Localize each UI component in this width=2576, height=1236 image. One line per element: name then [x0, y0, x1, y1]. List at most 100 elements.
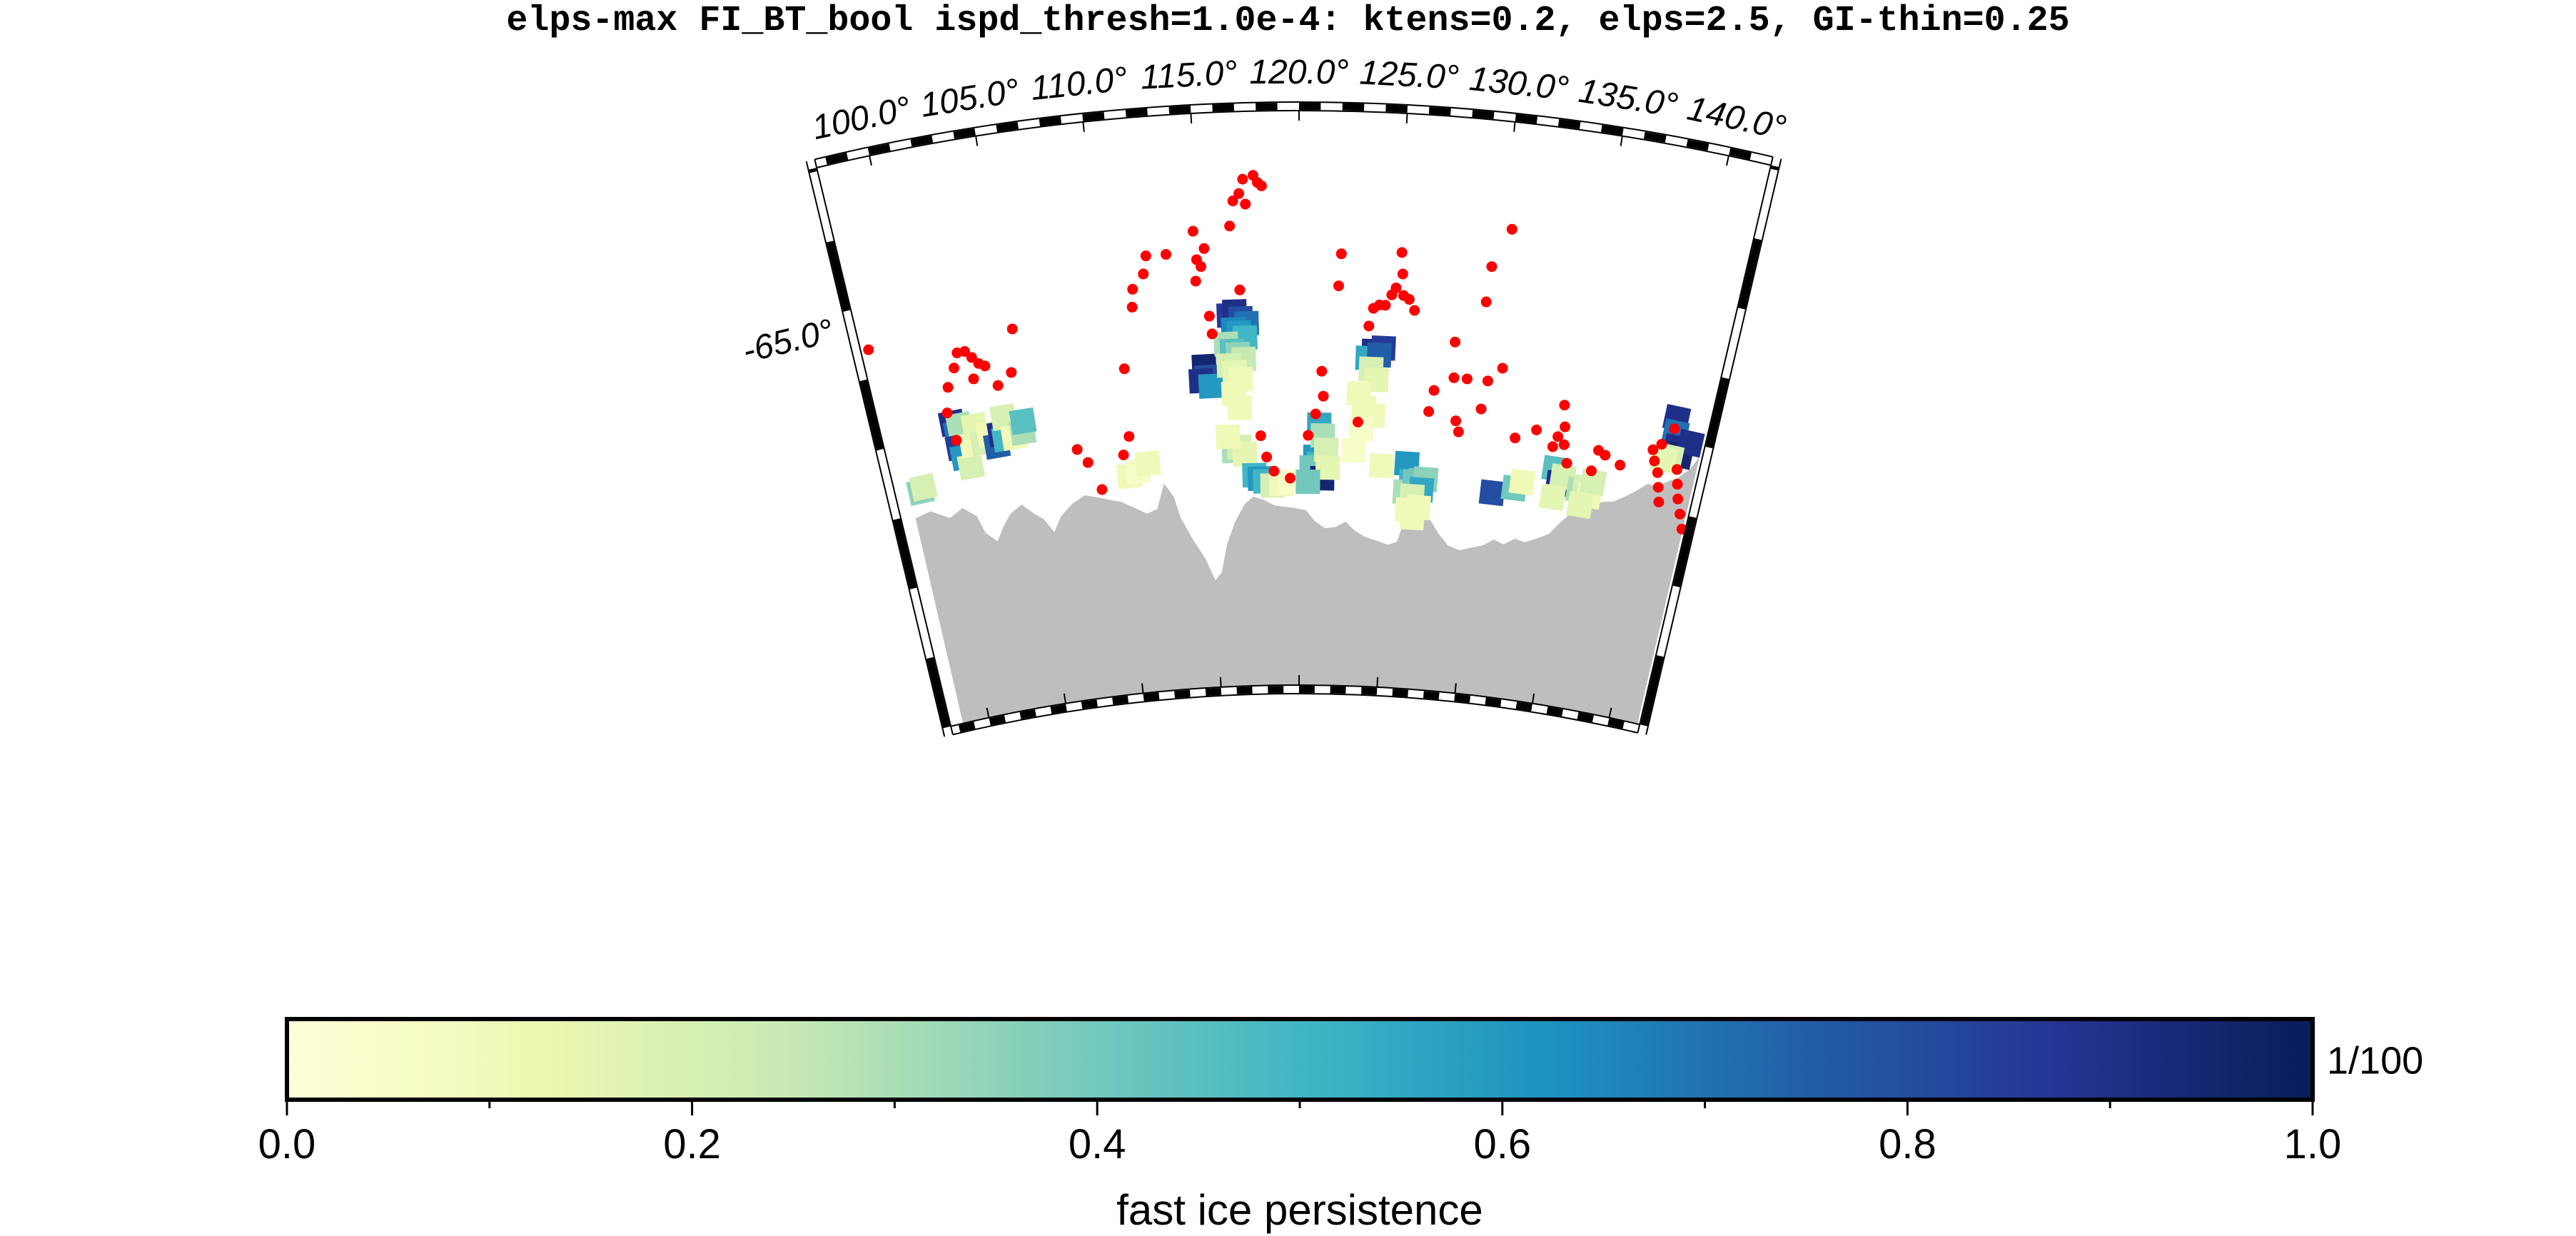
observation-point — [1196, 261, 1207, 273]
ice-cell — [909, 472, 938, 502]
observation-point — [1450, 336, 1461, 348]
longitude-label: 115.0° — [1140, 54, 1238, 97]
observation-point — [1006, 367, 1017, 378]
ice-cell — [1198, 373, 1224, 399]
observation-point — [1506, 223, 1517, 235]
observation-point — [1310, 408, 1321, 420]
observation-point — [968, 373, 979, 385]
observation-point — [1397, 268, 1408, 280]
observation-point — [1600, 450, 1611, 461]
ice-cell — [1215, 424, 1241, 450]
observation-point — [1652, 467, 1663, 478]
observation-point — [1096, 484, 1108, 495]
longitude-label: 135.0° — [1576, 72, 1680, 125]
observation-point — [1450, 415, 1462, 427]
observation-point — [1227, 196, 1238, 207]
fast-ice-cells — [906, 298, 1705, 531]
observation-point — [1482, 375, 1493, 387]
observation-point — [1303, 430, 1314, 441]
observation-point — [1224, 221, 1236, 232]
observation-point — [1547, 441, 1558, 452]
observation-point — [1240, 198, 1251, 210]
observation-point — [1233, 188, 1245, 199]
observation-point — [1187, 226, 1198, 237]
longitude-label: 105.0° — [918, 72, 1022, 125]
longitude-label: 140.0° — [1684, 90, 1789, 148]
observation-point — [1352, 416, 1363, 427]
observation-point — [1333, 280, 1344, 292]
observation-point — [1256, 180, 1267, 191]
observation-point — [1268, 465, 1280, 477]
observation-point — [1675, 508, 1686, 520]
ice-cell — [956, 452, 986, 481]
colorbar-tick-label: 0.6 — [1473, 1121, 1531, 1167]
observation-point — [1423, 406, 1435, 417]
longitude-label: 100.0° — [809, 90, 914, 148]
observation-point — [1161, 248, 1172, 260]
ice-cell — [1368, 452, 1395, 479]
observation-point — [1403, 294, 1415, 305]
colorbar-tick-label: 0.0 — [258, 1121, 316, 1167]
observation-point — [1652, 482, 1664, 493]
observation-point — [979, 360, 991, 372]
observation-point — [1140, 250, 1151, 262]
ice-cell — [1227, 395, 1253, 420]
observation-point — [992, 380, 1004, 391]
observation-point — [1390, 282, 1402, 293]
colorbar-tick-label: 0.8 — [1879, 1121, 1936, 1167]
map-title: elps-max FI_BT_bool ispd_thresh=1.0e-4: … — [506, 1, 2070, 41]
observation-point — [1672, 479, 1683, 490]
observation-point — [1261, 451, 1273, 462]
observation-point — [1190, 275, 1201, 287]
observation-point — [1649, 455, 1660, 467]
colorbar-unit-label: 1/100 — [2327, 1040, 2423, 1083]
observation-point — [1531, 425, 1542, 436]
ice-cell — [1405, 494, 1432, 521]
observation-point — [863, 344, 874, 355]
observation-point — [1671, 464, 1682, 475]
colorbar-gradient — [285, 1017, 2315, 1102]
ice-cell — [1478, 479, 1506, 507]
ice-cell — [1009, 407, 1037, 435]
observation-point — [1448, 372, 1460, 383]
colorbar-ticks: 0.0 0.2 0.4 0.6 0.8 1.0 — [258, 1100, 2341, 1167]
observation-points — [863, 170, 1687, 535]
observation-point — [1203, 310, 1215, 322]
observation-point — [1647, 444, 1659, 455]
observation-point — [1486, 261, 1497, 273]
observation-point — [1560, 421, 1571, 432]
ice-cell — [1538, 483, 1567, 511]
observation-point — [1082, 457, 1093, 468]
observation-point — [966, 352, 977, 363]
observation-point — [1409, 305, 1420, 316]
ice-cell — [1315, 455, 1340, 480]
longitude-label: 125.0° — [1358, 54, 1460, 96]
ice-cell — [1579, 467, 1607, 497]
observation-point — [1126, 301, 1138, 313]
observation-point — [1006, 323, 1018, 335]
longitude-label: 130.0° — [1468, 60, 1570, 108]
ice-cell — [1508, 468, 1536, 496]
observation-point — [1653, 496, 1665, 507]
observation-point — [951, 435, 962, 446]
observation-point — [1615, 460, 1626, 471]
observation-point — [1123, 431, 1135, 442]
longitude-label: 110.0° — [1029, 60, 1130, 108]
observation-point — [1396, 247, 1408, 258]
observation-point — [1335, 248, 1347, 260]
observation-point — [1480, 296, 1492, 308]
observation-point — [1585, 465, 1597, 477]
observation-point — [1237, 173, 1248, 185]
observation-point — [1118, 363, 1130, 375]
observation-point — [1118, 450, 1129, 460]
observation-point — [1669, 423, 1680, 435]
observation-point — [1672, 493, 1684, 505]
observation-point — [1206, 328, 1218, 340]
latitude-label: -65.0° — [739, 313, 837, 371]
ice-cell — [1340, 437, 1366, 463]
observation-point — [1552, 431, 1564, 442]
observation-point — [1255, 430, 1266, 442]
observation-point — [1380, 300, 1391, 311]
observation-point — [941, 407, 953, 419]
observation-point — [1285, 472, 1296, 484]
